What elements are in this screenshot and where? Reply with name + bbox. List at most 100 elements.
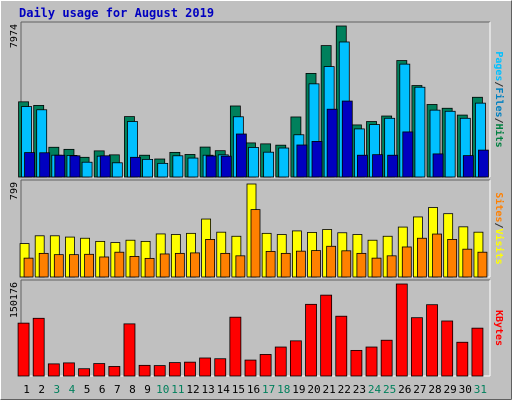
bar-sites-30 — [462, 248, 473, 278]
bar-sites-20 — [311, 250, 321, 278]
x-tick-27: 27 — [413, 383, 426, 396]
bar-kbytes-25 — [380, 339, 393, 377]
bar-pages-19 — [296, 144, 308, 178]
bar-pages-14 — [220, 155, 232, 178]
series-label-top: Pages/Files/Hits — [493, 51, 505, 147]
bar-sites-31 — [477, 251, 488, 278]
x-tick-labels: 1 2 3 4 5 6 7 8 9 10 11 12 13 14 15 16 17 18 19 20 21 22 23 24 2… — [23, 383, 487, 396]
bar-sites-27 — [417, 237, 427, 278]
bar-sites-10 — [159, 253, 170, 278]
bar-files-16 — [248, 147, 259, 178]
y-max-label-mid: 799 — [9, 182, 20, 200]
bar-files-5 — [81, 161, 93, 178]
bar-kbytes-8 — [123, 323, 136, 377]
bar-sites-2 — [38, 252, 49, 278]
chart-title: Daily usage for August 2019 — [19, 6, 214, 20]
series-label-part-slash: / — [493, 81, 504, 87]
x-tick-4: 4 — [69, 383, 76, 396]
bar-kbytes-19 — [289, 340, 302, 377]
bar-kbytes-1 — [17, 322, 30, 377]
panel-mid: 799 Sites/Visits — [9, 179, 505, 278]
x-tick-17: 17 — [262, 383, 275, 396]
bar-pages-8 — [130, 156, 141, 178]
x-tick-21: 21 — [323, 383, 336, 396]
bar-sites-22 — [341, 250, 352, 278]
x-tick-30: 30 — [459, 383, 472, 396]
bar-kbytes-14 — [214, 358, 227, 377]
series-pages — [24, 100, 489, 178]
bar-kbytes-26 — [395, 283, 408, 377]
bar-kbytes-3 — [47, 363, 60, 377]
bar-sites-23 — [356, 252, 367, 278]
bar-kbytes-7 — [108, 366, 121, 377]
bar-sites-14 — [220, 252, 231, 278]
bar-files-11 — [172, 155, 184, 178]
bar-files-7 — [111, 162, 123, 178]
bar-sites-16 — [250, 209, 261, 278]
x-tick-22: 22 — [338, 383, 351, 396]
bar-sites-1 — [23, 257, 34, 278]
bar-pages-28 — [432, 153, 444, 178]
bar-kbytes-9 — [138, 364, 151, 377]
bar-kbytes-10 — [153, 365, 166, 377]
series-label-part-sites: Sites — [493, 192, 505, 222]
bar-pages-30 — [462, 155, 474, 178]
x-tick-8: 8 — [129, 383, 136, 396]
bar-sites-19 — [295, 250, 306, 278]
bar-kbytes-13 — [199, 357, 212, 377]
bar-sites-28 — [432, 233, 442, 278]
bar-sites-3 — [53, 254, 64, 278]
bar-kbytes-27 — [411, 317, 423, 377]
chart-panels: 7974Pages/Files/Hits799Sites/Visits15017… — [9, 21, 505, 377]
bar-kbytes-16 — [244, 359, 257, 377]
bar-pages-1 — [24, 152, 35, 178]
bar-files-27 — [414, 86, 426, 178]
series-label-part-slash: / — [493, 222, 504, 228]
x-tick-7: 7 — [114, 383, 121, 396]
y-max-label-top: 7974 — [9, 24, 20, 48]
bar-files-10 — [157, 162, 169, 178]
x-tick-12: 12 — [186, 383, 199, 396]
x-tick-24: 24 — [368, 383, 382, 396]
bar-files-18 — [278, 147, 290, 178]
x-tick-18: 18 — [277, 383, 290, 396]
x-tick-9: 9 — [144, 383, 151, 396]
bar-pages-13 — [205, 155, 217, 178]
series-label-part-pages: Pages — [493, 51, 504, 81]
bar-pages-21 — [326, 108, 338, 178]
bar-sites-11 — [174, 252, 185, 278]
bar-kbytes-22 — [335, 315, 348, 377]
x-tick-6: 6 — [99, 383, 106, 396]
bar-sites-8 — [129, 255, 140, 278]
bar-kbytes-11 — [168, 362, 181, 377]
bar-pages-6 — [99, 155, 111, 178]
bar-pages-2 — [39, 152, 51, 178]
bar-kbytes-28 — [426, 304, 438, 377]
x-tick-23: 23 — [353, 383, 366, 396]
x-tick-19: 19 — [292, 383, 305, 396]
series-label-mid: Sites/Visits — [493, 192, 505, 264]
bar-sites-6 — [99, 256, 110, 278]
bar-kbytes-15 — [229, 316, 242, 377]
x-tick-29: 29 — [444, 383, 457, 396]
bar-sites-12 — [190, 252, 200, 278]
bar-kbytes-24 — [365, 346, 378, 377]
bar-pages-22 — [341, 100, 353, 178]
bar-pages-31 — [478, 149, 489, 178]
x-tick-2: 2 — [38, 383, 45, 396]
bar-files-29 — [444, 110, 456, 178]
bar-sites-24 — [371, 257, 382, 278]
series-label-part-hits: Hits — [493, 124, 505, 148]
bar-pages-3 — [54, 154, 66, 178]
series-label-part-files: Files — [493, 87, 505, 117]
bar-pages-24 — [372, 154, 383, 178]
x-tick-13: 13 — [201, 383, 214, 396]
bar-kbytes-17 — [259, 354, 272, 377]
bar-kbytes-23 — [350, 349, 363, 377]
x-tick-5: 5 — [84, 383, 91, 396]
x-tick-26: 26 — [398, 383, 411, 396]
x-tick-15: 15 — [232, 383, 245, 396]
x-tick-11: 11 — [171, 383, 184, 396]
